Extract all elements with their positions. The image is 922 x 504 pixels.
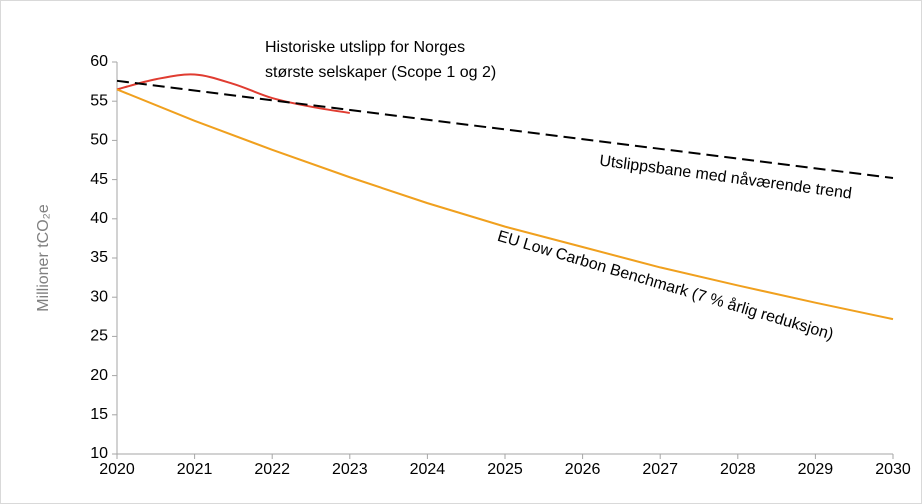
y-tick-label: 20 (90, 367, 108, 384)
y-tick-label: 30 (90, 288, 108, 305)
x-tick-label: 2030 (875, 461, 911, 478)
x-tick-label: 2025 (487, 461, 523, 478)
y-tick-label: 10 (90, 445, 108, 462)
y-tick-label: 35 (90, 249, 108, 266)
y-tick-label: 45 (90, 171, 108, 188)
x-tick-label: 2027 (642, 461, 678, 478)
line (116, 79, 894, 180)
annotation: største selskaper (Scope 1 og 2) (265, 64, 496, 81)
y-tick-label: 60 (90, 53, 108, 70)
y-tick-label: 50 (90, 132, 108, 149)
x-tick-label: 2021 (177, 461, 213, 478)
y-tick-label: 25 (90, 328, 108, 345)
line (116, 88, 894, 321)
y-tick-label: 40 (90, 210, 108, 227)
x-tick-label: 2020 (99, 461, 135, 478)
y-tick-label: 55 (90, 92, 108, 109)
x-tick-label: 2023 (332, 461, 368, 478)
y-tick-label: 15 (90, 406, 108, 423)
x-tick-label: 2028 (720, 461, 756, 478)
annotation: Historiske utslipp for Norges (265, 39, 465, 56)
x-tick-label: 2026 (565, 461, 601, 478)
x-tick-label: 2022 (254, 461, 290, 478)
y-axis-label: Millioner tCO₂e (35, 204, 52, 312)
line (116, 73, 350, 114)
x-tick-label: 2024 (410, 461, 446, 478)
x-tick-label: 2029 (798, 461, 834, 478)
